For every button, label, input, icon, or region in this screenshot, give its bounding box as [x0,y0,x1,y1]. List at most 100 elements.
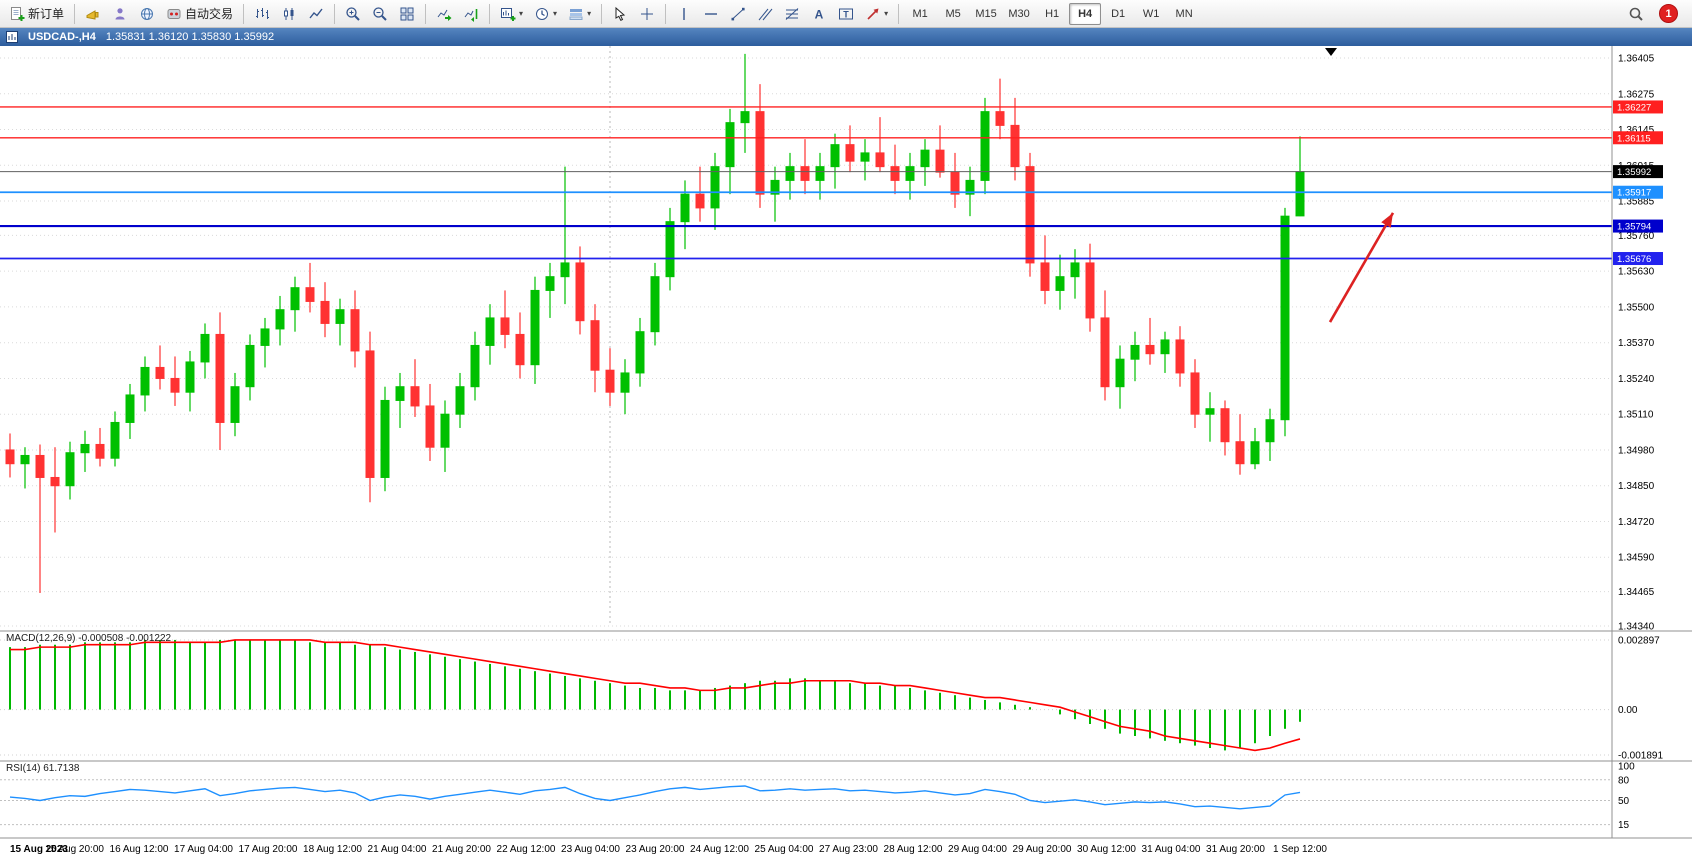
svg-text:1.36275: 1.36275 [1618,89,1655,100]
periods-button[interactable]: ▾ [529,1,562,27]
price-tag: 1.36115 [1613,131,1663,145]
timeframe-m5-button[interactable]: M5 [945,7,961,20]
crosshair-button[interactable] [634,1,660,27]
svg-text:1.35676: 1.35676 [1617,254,1651,265]
tile-windows-button[interactable] [394,1,420,27]
ohlc-bars-icon [256,7,270,19]
svg-text:1.35630: 1.35630 [1618,267,1655,278]
svg-text:15 Aug 2023: 15 Aug 2023 [10,844,68,855]
svg-text:1.36227: 1.36227 [1617,102,1651,113]
line-chart-mode-button[interactable] [303,1,329,27]
annotation-arrow[interactable] [1328,210,1398,323]
search-button[interactable] [1623,1,1649,27]
price-chart[interactable]: 1.364051.362751.361451.360151.358851.357… [0,46,1692,856]
timeframe-h4-button[interactable]: H4 [1069,2,1102,25]
channel-icon [758,8,773,20]
svg-text:31 Aug 04:00: 31 Aug 04:00 [1142,844,1201,855]
new-order-label: 新订单 [28,7,65,21]
toolbar-separator [898,3,900,24]
horizontal-line-tool-button[interactable] [698,1,724,27]
chart-shift-button[interactable] [458,1,484,27]
svg-text:1.35110: 1.35110 [1618,410,1654,421]
rsi-pane[interactable]: 100 80 50 15 [0,762,1635,832]
new-chart-button[interactable]: ▾ [495,1,528,27]
template-icon [569,8,583,20]
zoom-out-icon [373,6,387,21]
timeframe-mn-button[interactable]: MN [1175,7,1193,20]
notification-badge[interactable]: 1 [1659,4,1678,23]
vertical-line-tool-button[interactable] [671,1,697,27]
price-tag: 1.35794 [1613,219,1663,233]
toolbar-separator [243,3,245,24]
text-tool-icon: A [815,7,824,21]
text-tool-button[interactable]: A [806,1,832,27]
zoom-out-button[interactable] [367,1,393,27]
candles-layer[interactable] [5,53,1305,593]
auto-scroll-button[interactable] [431,1,457,27]
globe-icon [141,7,154,20]
svg-text:1.35370: 1.35370 [1618,338,1655,349]
trendline-icon [731,7,745,20]
chart-area: 1.364051.362751.361451.360151.358851.357… [0,46,1692,856]
timeframe-d1-button[interactable]: D1 [1111,7,1126,20]
webtrader-button[interactable] [134,1,160,27]
svg-text:21 Aug 04:00: 21 Aug 04:00 [368,844,427,855]
svg-text:1.35500: 1.35500 [1618,302,1655,313]
svg-text:1.35917: 1.35917 [1617,188,1651,199]
new-order-icon [11,6,25,21]
fibonacci-tool-button[interactable] [779,1,805,27]
price-tag: 1.35676 [1613,252,1663,266]
svg-text:23 Aug 04:00: 23 Aug 04:00 [561,844,620,855]
svg-text:17 Aug 04:00: 17 Aug 04:00 [174,844,233,855]
svg-text:1.35240: 1.35240 [1618,374,1655,385]
price-tag: 1.36227 [1613,100,1663,113]
new-chart-icon [501,7,516,21]
svg-text:29 Aug 20:00: 29 Aug 20:00 [1013,844,1072,855]
profile-button[interactable] [107,1,133,27]
news-button[interactable] [80,1,106,27]
zoom-in-button[interactable] [340,1,366,27]
timeframe-m30-button[interactable]: M30 [1008,7,1030,20]
dropdown-caret-icon: ▾ [553,8,558,18]
trendline-tool-button[interactable] [725,1,751,27]
svg-text:27 Aug 23:00: 27 Aug 23:00 [819,844,878,855]
text-label-tool-button[interactable]: T [833,1,859,27]
svg-text:1.34980: 1.34980 [1618,445,1655,456]
svg-text:80: 80 [1618,775,1630,786]
svg-text:31 Aug 20:00: 31 Aug 20:00 [1206,844,1265,855]
svg-text:100: 100 [1618,762,1635,773]
toolbar-separator [425,3,427,24]
templates-button[interactable]: ▾ [563,1,596,27]
macd-pane[interactable]: 0.002897 0.00 -0.001891 [0,636,1663,762]
svg-text:30 Aug 12:00: 30 Aug 12:00 [1077,844,1136,855]
candlestick-mode-button[interactable] [276,1,302,27]
price-tag: 1.35917 [1613,185,1663,199]
timeframe-h1-button[interactable]: H1 [1045,7,1060,20]
chart-symbol-title: USDCAD-,H4 [28,31,96,43]
person-icon [115,7,125,19]
svg-text:24 Aug 12:00: 24 Aug 12:00 [690,844,749,855]
channel-tool-button[interactable] [752,1,778,27]
svg-text:1.34465: 1.34465 [1618,587,1655,598]
autotrading-button[interactable]: 自动交易 [161,1,238,27]
new-order-button[interactable]: 新订单 [4,1,69,27]
timeframe-m15-button[interactable]: M15 [975,7,997,20]
arrows-tool-button[interactable]: ▾ [860,1,893,27]
cursor-button[interactable] [607,1,633,27]
candlestick-icon [284,7,294,20]
hlines-layer[interactable] [0,106,1612,260]
svg-text:1.34850: 1.34850 [1618,481,1655,492]
timeframe-w1-button[interactable]: W1 [1142,7,1160,20]
svg-text:A: A [815,7,824,21]
svg-text:0.00: 0.00 [1618,705,1638,716]
zoom-in-icon [346,6,360,21]
bar-chart-mode-button[interactable] [249,1,275,27]
chart-titlebar[interactable]: USDCAD-,H4 1.35831 1.36120 1.35830 1.359… [0,28,1692,46]
arrow-tool-icon [867,8,879,20]
svg-text:16 Aug 12:00: 16 Aug 12:00 [110,844,169,855]
scroll-marker-icon[interactable] [1325,48,1337,56]
timeframe-m1-button[interactable]: M1 [912,7,928,20]
svg-text:1.34340: 1.34340 [1618,622,1655,633]
